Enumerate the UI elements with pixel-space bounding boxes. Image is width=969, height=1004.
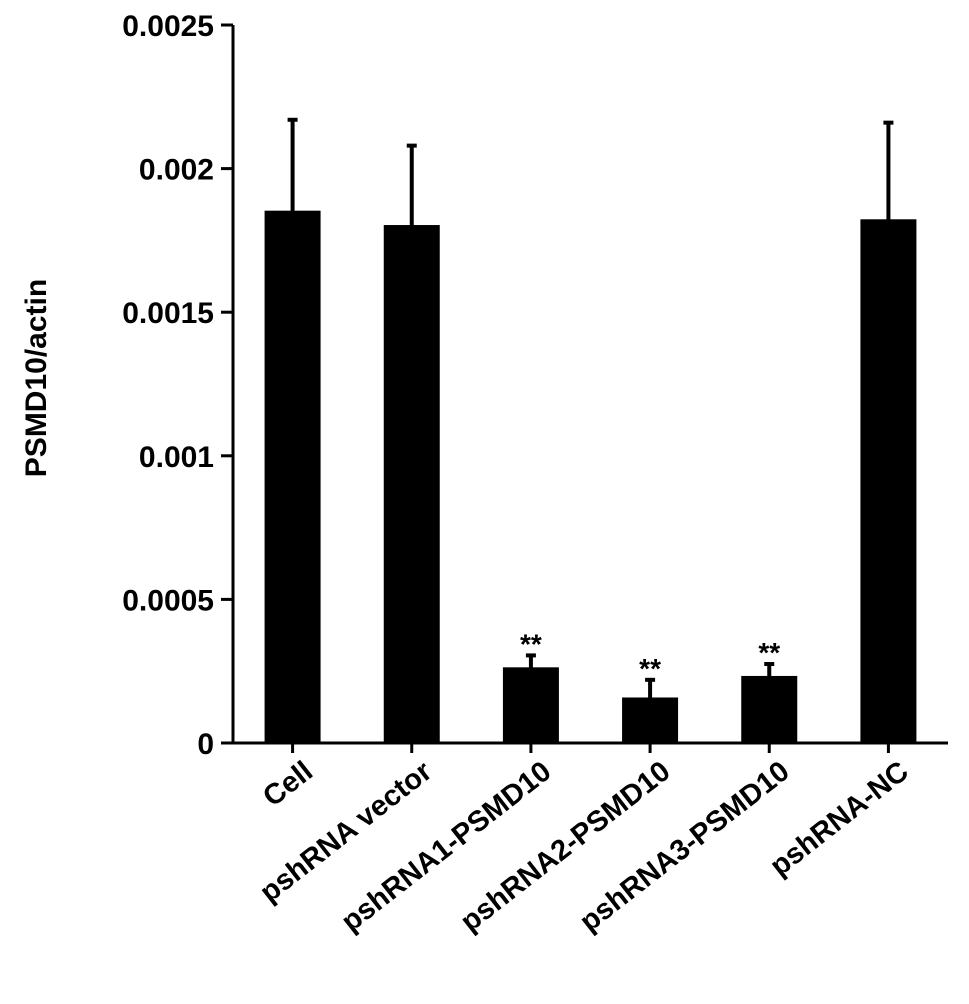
x-tick-label: pshRNA2-PSMD10 — [455, 755, 677, 938]
significance-label: ** — [639, 653, 661, 684]
y-tick-label: 0.002 — [139, 154, 214, 187]
bars: ** ** ** — [264, 117, 917, 745]
x-tick-label: pshRNA1-PSMD10 — [336, 755, 558, 938]
significance-label: ** — [758, 637, 780, 668]
bar — [741, 675, 798, 744]
bar — [264, 210, 321, 744]
x-tick-label: pshRNA3-PSMD10 — [574, 755, 796, 938]
y-axis-title: PSMD10/actin — [20, 279, 53, 477]
y-tick-label: 0.001 — [139, 441, 214, 474]
y-tick-label: 0 — [197, 728, 214, 761]
bar — [860, 219, 917, 744]
bar — [622, 697, 679, 745]
bar — [383, 225, 440, 745]
bar — [502, 667, 559, 744]
y-axis: 0 0.0005 0.001 0.0015 0.002 0.0025 — [122, 10, 235, 761]
y-tick-label: 0.0025 — [122, 10, 214, 43]
y-tick-label: 0.0015 — [122, 297, 214, 330]
significance-label: ** — [520, 628, 542, 659]
x-tick-label: Cell — [257, 755, 319, 813]
y-tick-label: 0.0005 — [122, 584, 214, 617]
